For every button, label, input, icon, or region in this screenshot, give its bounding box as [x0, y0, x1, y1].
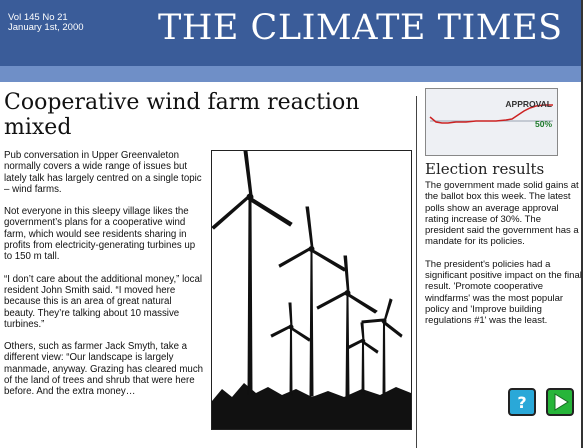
approval-chart-thumbnail[interactable]: APPROVAL 50%: [425, 88, 558, 156]
play-arrow-icon: [554, 393, 569, 411]
article-paragraph: Pub conversation in Upper Greenvaleton n…: [4, 150, 202, 195]
masthead-strip: [0, 66, 581, 82]
page-edge: [581, 0, 583, 448]
approval-line: [429, 104, 553, 124]
help-label: ?: [517, 393, 526, 412]
approval-line-chart: APPROVAL 50%: [429, 99, 553, 129]
next-button[interactable]: [546, 388, 574, 416]
newspaper-title: THE CLIMATE TIMES: [158, 8, 563, 48]
question-icon: ?: [517, 393, 526, 412]
sidebar-paragraph: The government made solid gains at the b…: [425, 180, 579, 248]
masthead: Vol 145 No 21 January 1st, 2000 THE CLIM…: [0, 0, 581, 66]
article-paragraph: Not everyone in this sleepy village like…: [4, 206, 196, 263]
column-divider: [416, 96, 417, 448]
approval-chart-title: APPROVAL: [505, 99, 552, 109]
issue-info: Vol 145 No 21 January 1st, 2000: [8, 13, 84, 33]
article-body: Pub conversation in Upper Greenvaleton n…: [4, 150, 204, 409]
sidebar-title: Election results: [425, 160, 545, 178]
article-paragraph: Others, such as farmer Jack Smyth, take …: [4, 341, 204, 398]
article-headline: Cooperative wind farm reaction mixed: [4, 90, 360, 140]
wind-turbines-icon: [211, 150, 411, 429]
wind-farm-photo: [211, 150, 412, 430]
issue-date: January 1st, 2000: [8, 22, 84, 33]
article-paragraph: “I don’t care about the additional money…: [4, 273, 202, 330]
approval-chart-value: 50%: [535, 119, 552, 129]
help-button[interactable]: ?: [508, 388, 536, 416]
volume-number: Vol 145 No 21: [8, 12, 68, 23]
sidebar-paragraph: The president's policies had a significa…: [425, 258, 582, 327]
sidebar-body: The government made solid gains at the b…: [425, 180, 582, 338]
